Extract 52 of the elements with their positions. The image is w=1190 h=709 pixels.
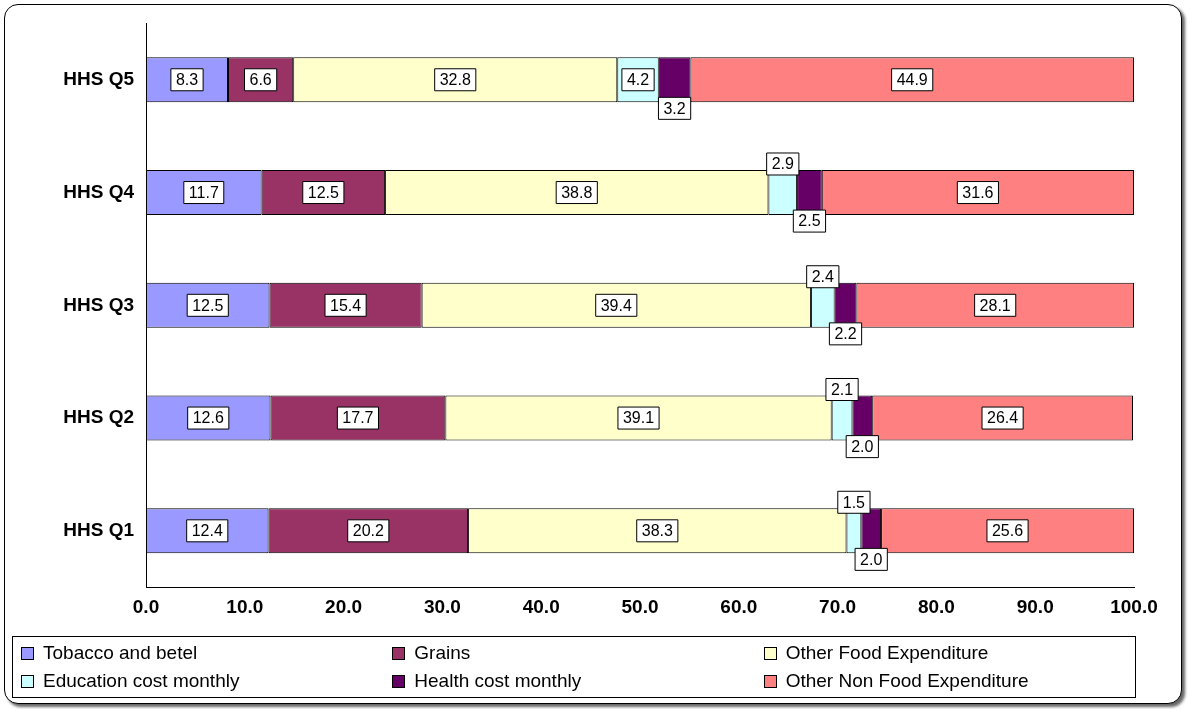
- x-tick-label: 10.0: [226, 595, 264, 617]
- data-label: 26.4: [987, 409, 1019, 427]
- x-tick-label: 20.0: [325, 595, 363, 617]
- y-tick-label: HHS Q2: [63, 406, 134, 428]
- data-label: 2.1: [830, 380, 854, 398]
- data-label: 44.9: [896, 71, 928, 89]
- data-label: 6.6: [249, 71, 272, 89]
- data-label: 39.1: [622, 409, 655, 427]
- data-label: 28.1: [979, 296, 1011, 314]
- x-tick-label: 30.0: [423, 595, 461, 617]
- data-label: 11.7: [188, 183, 219, 201]
- data-label: 12.4: [191, 522, 223, 540]
- data-label: 4.2: [626, 71, 650, 89]
- data-label: 2.5: [798, 212, 821, 230]
- legend-label: Education cost monthly: [43, 670, 240, 692]
- legend-label: Tobacco and betel: [43, 642, 198, 664]
- x-tick-label: 70.0: [819, 595, 857, 617]
- data-label: 12.6: [192, 409, 224, 427]
- data-label: 17.7: [342, 409, 374, 427]
- data-label: 2.9: [771, 155, 794, 173]
- x-tick-label: 0.0: [132, 595, 160, 617]
- data-label: 3.2: [663, 99, 686, 117]
- data-label: 2.0: [860, 550, 883, 568]
- x-tick-label: 50.0: [621, 595, 659, 617]
- data-label: 1.5: [842, 493, 866, 511]
- data-label: 12.5: [192, 296, 224, 314]
- x-tick-label: 90.0: [1016, 595, 1054, 617]
- legend-label: Health cost monthly: [414, 670, 582, 692]
- data-label: 38.8: [561, 183, 593, 201]
- data-label: 15.4: [330, 296, 362, 314]
- legend-label: Other Food Expenditure: [785, 642, 989, 664]
- x-tick-label: 40.0: [522, 595, 560, 617]
- data-label: 38.3: [641, 522, 673, 540]
- data-label: 12.5: [307, 183, 340, 201]
- x-tick-label: 100.0: [1110, 595, 1158, 617]
- data-label: 2.2: [834, 325, 857, 343]
- x-tick-label: 80.0: [917, 595, 955, 617]
- y-tick-label: HHS Q3: [63, 293, 134, 315]
- data-label: 32.8: [439, 71, 471, 89]
- legend-label: Grains: [414, 642, 471, 664]
- data-label: 2.0: [851, 438, 874, 456]
- y-tick-label: HHS Q4: [63, 180, 135, 202]
- y-tick-label: HHS Q5: [63, 68, 135, 90]
- data-label: 8.3: [175, 71, 199, 89]
- data-label: 20.2: [352, 522, 384, 540]
- y-tick-label: HHS Q1: [63, 519, 135, 541]
- legend-label: Other Non Food Expenditure: [785, 670, 1029, 692]
- data-label: 25.6: [991, 522, 1024, 540]
- x-tick-label: 60.0: [720, 595, 758, 617]
- data-label: 39.4: [600, 296, 632, 314]
- data-label: 31.6: [962, 183, 994, 201]
- data-label: 2.4: [811, 268, 834, 286]
